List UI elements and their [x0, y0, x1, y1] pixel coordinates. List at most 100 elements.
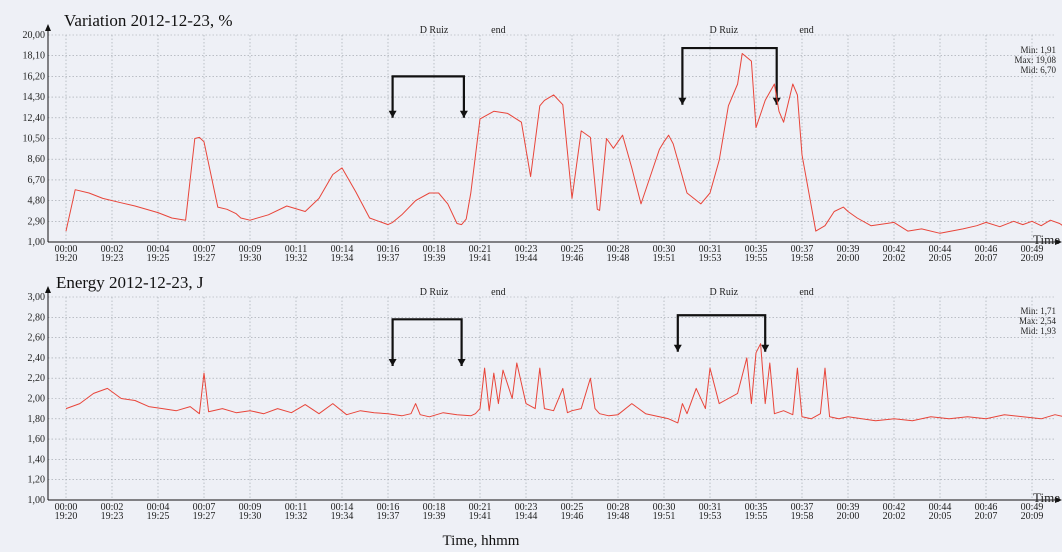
variation-min-stat: Min: 1,91: [1020, 45, 1056, 55]
y-tick-label: 1,00: [28, 237, 46, 248]
x-tick-label: 00:11: [285, 502, 307, 513]
variation-max-stat: Max: 19,08: [1015, 55, 1057, 65]
x-tick-label: 00:31: [699, 244, 722, 255]
y-tick-label: 2,20: [28, 373, 46, 384]
x-axis-label: Time, hhmm: [443, 533, 520, 549]
y-tick-label: 1,40: [28, 454, 46, 465]
energy-max-stat: Max: 2,54: [1019, 316, 1056, 326]
event-bracket: [391, 75, 465, 118]
x-tick-label: 00:30: [653, 502, 676, 513]
x-tick-sublabel: 20:00: [837, 253, 860, 264]
x-tick-sublabel: 19:46: [561, 511, 584, 522]
x-tick-sublabel: 19:41: [469, 253, 492, 264]
x-tick-label: 00:49: [1021, 244, 1044, 255]
event-bracket: [676, 314, 767, 352]
event-annotation: D Ruiz: [420, 25, 449, 36]
x-tick-label: 00:14: [331, 244, 354, 255]
x-tick-sublabel: 20:02: [883, 511, 906, 522]
event-bracket: [681, 46, 778, 105]
y-tick-label: 16,20: [23, 71, 46, 82]
x-tick-label: 00:46: [975, 502, 998, 513]
x-tick-sublabel: 19:30: [239, 253, 262, 264]
x-tick-sublabel: 19:23: [101, 253, 124, 264]
x-tick-label: 00:23: [515, 502, 538, 513]
y-tick-label: 18,10: [23, 51, 46, 62]
event-annotation: end: [491, 25, 505, 36]
x-tick-sublabel: 20:09: [1021, 511, 1044, 522]
x-tick-sublabel: 19:32: [285, 511, 308, 522]
event-annotation: end: [799, 25, 813, 36]
x-tick-sublabel: 19:20: [55, 253, 78, 264]
x-tick-sublabel: 20:00: [837, 511, 860, 522]
x-tick-label: 00:25: [561, 502, 584, 513]
x-tick-label: 00:11: [285, 244, 307, 255]
bracket-arrow-right: [761, 344, 770, 352]
x-tick-sublabel: 19:51: [653, 253, 676, 264]
variation-mid-stat: Mid: 6,70: [1020, 65, 1056, 75]
x-tick-sublabel: 19:41: [469, 511, 492, 522]
x-tick-sublabel: 20:05: [929, 253, 952, 264]
x-tick-sublabel: 19:30: [239, 511, 262, 522]
x-tick-label: 00:21: [469, 502, 492, 513]
y-tick-label: 14,30: [23, 92, 46, 103]
y-tick-label: 2,80: [28, 312, 46, 323]
y-tick-label: 1,00: [28, 495, 46, 506]
x-axis-arrow: [1055, 239, 1062, 245]
energy-min-stat: Min: 1,71: [1020, 306, 1056, 316]
x-tick-sublabel: 19:25: [147, 253, 170, 264]
event-annotation: D Ruiz: [709, 25, 738, 36]
x-tick-label: 00:25: [561, 244, 584, 255]
bracket-arrow-left: [388, 110, 397, 118]
x-tick-label: 00:37: [791, 502, 814, 513]
y-tick-label: 1,80: [28, 414, 46, 425]
x-tick-sublabel: 19:53: [699, 511, 722, 522]
x-tick-label: 00:00: [55, 244, 78, 255]
y-tick-label: 4,80: [28, 196, 46, 207]
y-tick-label: 12,40: [23, 113, 46, 124]
x-tick-label: 00:16: [377, 244, 400, 255]
energy-chart: Energy 2012-12-23, J 1,00 1,20 1,40 1,60 1,8…: [28, 273, 1062, 522]
x-tick-sublabel: 19:58: [791, 511, 814, 522]
bracket-arrow-left: [673, 344, 682, 352]
x-tick-label: 00:46: [975, 244, 998, 255]
x-tick-sublabel: 19:58: [791, 253, 814, 264]
x-tick-sublabel: 19:48: [607, 253, 630, 264]
variation-chart-title: Variation 2012-12-23, %: [64, 11, 233, 30]
x-tick-label: 00:28: [607, 502, 630, 513]
x-tick-label: 00:35: [745, 502, 768, 513]
x-tick-sublabel: 19:55: [745, 511, 768, 522]
event-bracket: [391, 318, 463, 367]
y-tick-label: 1,20: [28, 475, 46, 486]
x-tick-label: 00:02: [101, 244, 124, 255]
x-tick-label: 00:09: [239, 244, 262, 255]
event-annotation: end: [491, 287, 505, 298]
x-tick-sublabel: 19:39: [423, 511, 446, 522]
x-tick-label: 00:23: [515, 244, 538, 255]
bracket-arrow-right: [457, 359, 466, 367]
x-tick-sublabel: 19:32: [285, 253, 308, 264]
x-tick-sublabel: 19:44: [515, 253, 538, 264]
x-tick-label: 00:14: [331, 502, 354, 513]
y-tick-label: 6,70: [28, 175, 46, 186]
x-tick-sublabel: 19:34: [331, 511, 354, 522]
x-tick-sublabel: 19:25: [147, 511, 170, 522]
bracket-arrow-left: [678, 97, 687, 105]
x-tick-label: 00:09: [239, 502, 262, 513]
x-tick-sublabel: 19:27: [193, 511, 216, 522]
y-tick-label: 8,60: [28, 154, 46, 165]
y-tick-label: 3,00: [28, 292, 46, 303]
x-tick-label: 00:30: [653, 244, 676, 255]
bracket-arrow-right: [772, 97, 781, 105]
x-tick-sublabel: 19:20: [55, 511, 78, 522]
x-tick-sublabel: 19:37: [377, 253, 400, 264]
bracket-arrow-right: [459, 110, 468, 118]
x-tick-sublabel: 19:51: [653, 511, 676, 522]
x-tick-label: 00:39: [837, 502, 860, 513]
y-tick-label: 20,00: [23, 30, 46, 41]
x-tick-label: 00:44: [929, 244, 952, 255]
variation-time-axis-label: Time: [1033, 232, 1060, 247]
x-tick-sublabel: 19:27: [193, 253, 216, 264]
variation-chart: Variation 2012-12-23, % 1,00 2,90 4,80 6,70…: [23, 11, 1062, 264]
x-tick-sublabel: 19:39: [423, 253, 446, 264]
